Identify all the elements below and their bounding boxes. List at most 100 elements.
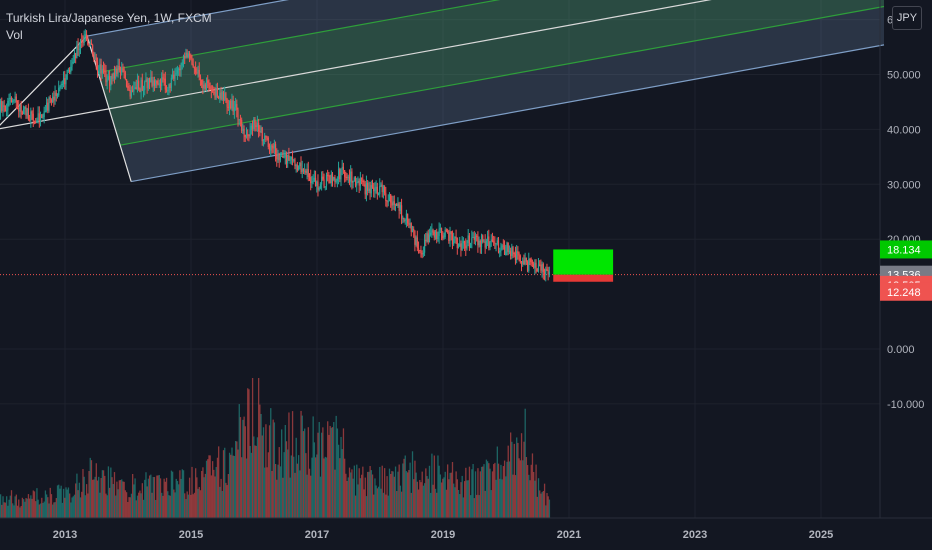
volume-bar — [30, 495, 32, 518]
candle-body — [21, 112, 23, 115]
chart-legend: Turkish Lira/Japanese Yen, 1W, FXCM Vol — [6, 10, 212, 44]
volume-bar — [484, 490, 486, 518]
candle-body — [528, 259, 530, 271]
candle-body — [299, 163, 301, 167]
volume-bar — [61, 502, 64, 518]
candle-body — [0, 100, 2, 113]
volume-bar — [388, 468, 391, 518]
candle-body — [318, 187, 320, 190]
currency-button[interactable]: JPY — [892, 6, 922, 30]
volume-bar — [32, 490, 34, 518]
candle-body — [519, 255, 521, 262]
candle-body — [251, 125, 254, 129]
volume-bar — [324, 456, 326, 518]
candle-body — [71, 63, 73, 67]
volume-bar — [8, 499, 10, 518]
candle-body — [133, 88, 135, 92]
volume-bar — [400, 491, 403, 518]
pitchfork-drawing[interactable] — [0, 0, 885, 183]
candle-body — [4, 105, 6, 112]
volume-bar — [344, 458, 346, 518]
volume-bar — [541, 492, 543, 518]
candle-body — [33, 121, 36, 123]
candle-body — [148, 78, 151, 83]
symbol-title[interactable]: Turkish Lira/Japanese Yen, 1W, FXCM — [6, 11, 212, 25]
candle-body — [454, 236, 456, 239]
volume-bar — [483, 464, 485, 518]
volume-bar — [33, 491, 36, 518]
candle-body — [518, 253, 520, 256]
candle-body — [9, 97, 11, 100]
volume-bar — [12, 503, 14, 518]
candle-body — [329, 176, 331, 184]
volume-bar — [31, 498, 33, 518]
volume-bar — [290, 455, 293, 518]
volume-bar — [300, 410, 302, 518]
volume-bar — [448, 479, 450, 518]
candle-body — [494, 242, 496, 244]
volume-bar — [156, 475, 158, 518]
volume-bar — [379, 466, 381, 518]
volume-bar — [534, 480, 536, 518]
price-label-box — [880, 282, 932, 301]
volume-bar — [465, 467, 467, 518]
volume-indicator-label[interactable]: Vol — [6, 28, 23, 42]
volume-bar — [329, 425, 331, 518]
volume-bar — [461, 475, 463, 518]
volume-bar — [282, 477, 284, 518]
candle-body — [25, 106, 27, 116]
volume-bar — [100, 478, 102, 518]
candle-body — [340, 168, 342, 180]
candle-body — [237, 109, 239, 120]
candle-body — [266, 136, 268, 138]
volume-bar — [16, 505, 19, 518]
x-tick-label: 2017 — [305, 529, 329, 541]
candle-body — [310, 177, 312, 184]
candle-body — [381, 184, 383, 193]
candle-body — [105, 71, 107, 83]
volume-bar — [457, 490, 460, 518]
candle-body — [382, 186, 384, 193]
candle-body — [415, 237, 417, 245]
volume-bar — [225, 482, 227, 518]
candle-body — [470, 243, 472, 248]
volume-bar — [288, 412, 290, 518]
volume-bar — [293, 456, 295, 518]
candle-body — [123, 69, 125, 73]
price-axis[interactable]: 60.00050.00040.00030.00020.0000.000-10.0… — [879, 0, 932, 518]
candle-body — [497, 240, 500, 253]
candle-body — [493, 241, 495, 243]
candle-body — [89, 42, 91, 46]
candle-body — [150, 77, 152, 83]
volume-bar — [64, 497, 66, 518]
volume-bar — [410, 492, 412, 518]
volume-bar — [348, 467, 351, 518]
volume-bar — [237, 449, 239, 518]
volume-bar — [536, 496, 538, 518]
candle-body — [233, 107, 235, 112]
volume-bar — [29, 498, 31, 518]
volume-bar — [433, 455, 435, 518]
volume-bar — [244, 426, 246, 518]
candle-body — [297, 166, 300, 171]
volume-bar — [347, 477, 349, 518]
volume-bar — [346, 480, 348, 518]
candle-body — [83, 36, 85, 43]
time-axis[interactable]: 2013 2015 2017 2019 2021 2023 2025 — [0, 517, 932, 541]
volume-bar — [215, 467, 217, 518]
volume-bar — [495, 479, 497, 518]
candle-body — [453, 238, 455, 245]
candle-body — [19, 104, 21, 112]
candle-body — [290, 156, 292, 160]
candle-body — [245, 134, 248, 138]
candle-body — [27, 108, 30, 120]
candle-body — [250, 125, 252, 131]
volume-bar — [48, 503, 50, 518]
candle-body — [1, 100, 3, 111]
long-position-tool[interactable] — [553, 249, 614, 282]
volume-bar — [408, 469, 410, 518]
volume-bar — [328, 434, 330, 518]
volume-bar — [165, 477, 168, 518]
volume-bar — [129, 497, 131, 518]
